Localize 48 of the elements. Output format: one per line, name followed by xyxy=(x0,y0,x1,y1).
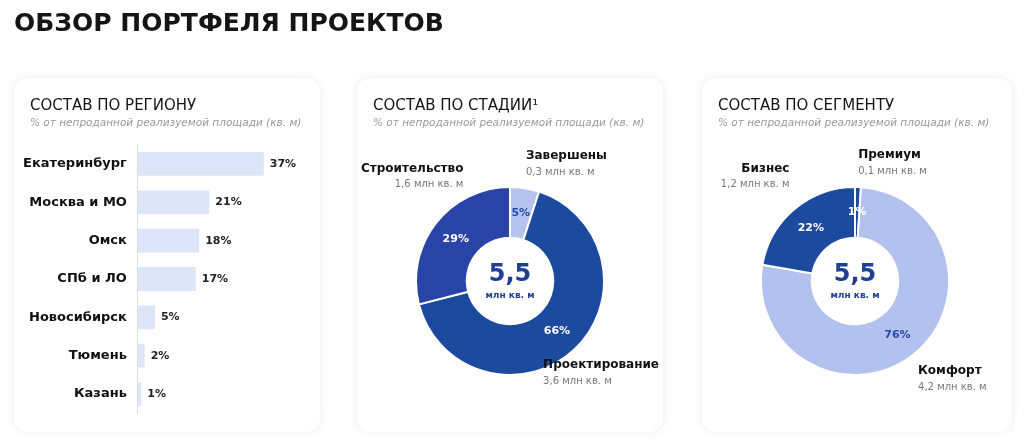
chart-title: СОСТАВ ПО СТАДИИ¹ xyxy=(373,96,539,114)
text: млн кв. м xyxy=(830,290,880,301)
text: 4,2 млн кв. м xyxy=(918,380,987,392)
bar xyxy=(137,343,145,368)
data-label: 21% xyxy=(215,195,242,209)
bar xyxy=(137,190,210,215)
bar xyxy=(137,152,264,176)
bar xyxy=(137,228,200,253)
y-tick-label: Омск xyxy=(88,232,128,248)
slice-label: Премиум xyxy=(858,147,921,162)
slice-label: Проектирование xyxy=(543,357,659,372)
data-label: 22% xyxy=(797,221,825,235)
chart-subtitle: % от непроданной реализуемой площади (кв. м) xyxy=(718,116,990,128)
data-label: 29% xyxy=(442,231,469,245)
bar xyxy=(137,305,155,330)
y-tick-label: Новосибирск xyxy=(29,308,128,324)
text: млн кв. м xyxy=(485,290,535,301)
data-label: 76% xyxy=(884,327,911,341)
text: ОБЗОР ПОРТФЕЛЯ ПРОЕКТОВ xyxy=(14,8,444,37)
data-label: 37% xyxy=(269,156,297,170)
data-label: 5% xyxy=(160,310,180,324)
text: 5,5 xyxy=(488,259,532,288)
data-label: 66% xyxy=(543,323,571,337)
y-tick-label: Казань xyxy=(73,385,127,401)
chart-subtitle: % от непроданной реализуемой площади (кв. м) xyxy=(30,116,302,128)
data-label: 5% xyxy=(511,206,531,220)
bar xyxy=(137,267,196,291)
text: 1,2 млн кв. м xyxy=(720,178,790,190)
y-tick-label: Москва и МО xyxy=(29,193,127,209)
text: 0,1 млн кв. м xyxy=(858,164,927,176)
y-tick-label: Тюмень xyxy=(68,347,127,363)
data-label: 18% xyxy=(205,233,232,247)
text: 0,3 млн кв. м xyxy=(525,165,595,177)
chart-subtitle: % от непроданной реализуемой площади (кв. м) xyxy=(373,116,645,128)
text: 5,5 xyxy=(833,259,877,288)
data-label: 17% xyxy=(201,271,229,285)
slice-label: Бизнес xyxy=(741,160,790,175)
chart-title: СОСТАВ ПО РЕГИОНУ xyxy=(30,96,197,114)
slice-label: Комфорт xyxy=(918,363,982,378)
text: 1,6 млн кв. м xyxy=(394,178,464,190)
text: 3,6 млн кв. м xyxy=(543,374,612,386)
y-tick-label: Екатеринбург xyxy=(23,155,128,171)
y-tick-label: СПб и ЛО xyxy=(57,270,127,286)
data-label: 1% xyxy=(147,386,166,400)
slice-label: Завершены xyxy=(525,148,607,163)
chart-title: СОСТАВ ПО СЕГМЕНТУ xyxy=(718,96,895,114)
data-label: 2% xyxy=(150,348,170,362)
slice-label: Строительство xyxy=(360,160,464,175)
